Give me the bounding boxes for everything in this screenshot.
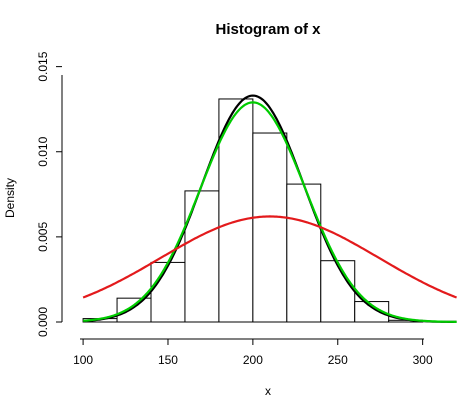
x-tick-label: 100	[73, 353, 93, 367]
chart-title: Histogram of x	[215, 21, 321, 38]
y-tick-label: 0.010	[36, 136, 50, 166]
y-axis-ticks: 0.000 0.005 0.010 0.015	[36, 51, 62, 337]
y-tick-label: 0.005	[36, 222, 50, 252]
y-tick-label: 0.000	[36, 307, 50, 337]
density-curves	[82, 94, 457, 323]
histogram-bar-3	[184, 190, 220, 323]
histogram-bars	[82, 98, 424, 323]
histogram-bar-6	[286, 183, 322, 323]
histogram-bar-8	[354, 301, 390, 323]
histogram-bar-1	[116, 297, 152, 323]
x-tick-label: 200	[243, 353, 263, 367]
x-axis-label: x	[265, 384, 271, 398]
x-tick-label: 150	[158, 353, 178, 367]
y-axis-label: Density	[3, 178, 17, 218]
x-axis-ticks: 100 150 200 250 300	[73, 339, 433, 367]
density-curve-1	[83, 101, 457, 323]
histogram-bar-2	[150, 261, 186, 323]
x-tick-label: 250	[328, 353, 348, 367]
y-tick-label: 0.015	[36, 51, 50, 81]
density-curve-2	[82, 215, 457, 299]
histogram-bar-7	[320, 260, 356, 323]
histogram-bar-5	[252, 132, 288, 323]
x-tick-label: 300	[413, 353, 433, 367]
